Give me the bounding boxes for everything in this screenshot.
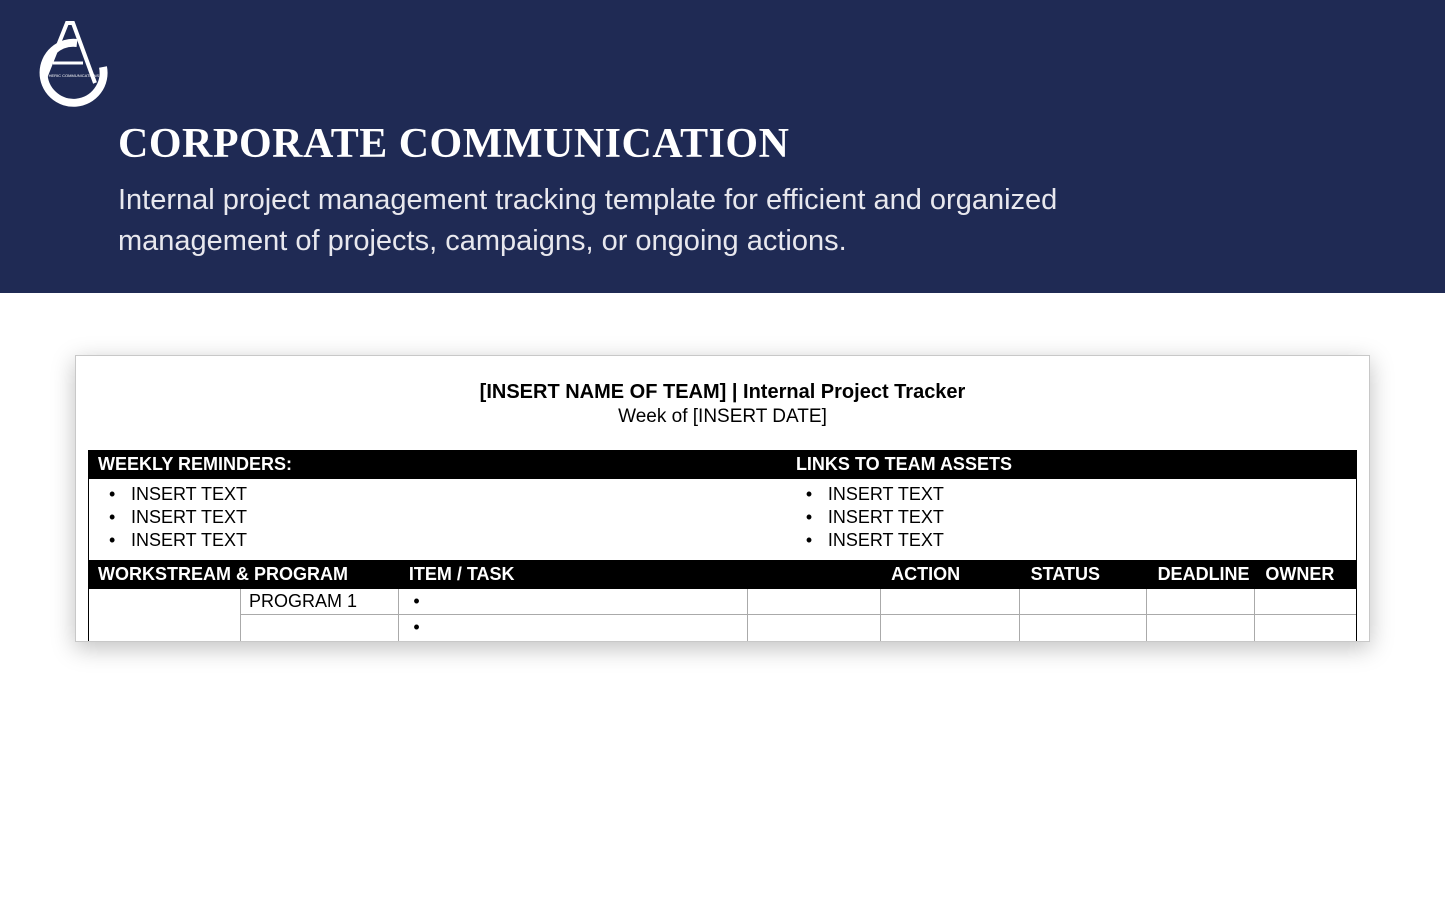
cell-spacer: [748, 589, 881, 615]
cell-action: [881, 615, 1020, 641]
section-header-bar: WEEKLY REMINDERS: LINKS TO TEAM ASSETS: [88, 450, 1357, 479]
col-item: ITEM / TASK: [399, 560, 748, 589]
col-deadline: DEADLINE: [1148, 560, 1256, 589]
brand-logo: AETHERIC COMMUNICATIONS: [25, 15, 115, 115]
col-spacer: [748, 560, 881, 589]
cell-workstream: [89, 589, 241, 615]
cell-action: [881, 589, 1020, 615]
list-item: INSERT TEXT: [99, 529, 776, 552]
list-item: INSERT TEXT: [796, 529, 1346, 552]
document-area: [INSERT NAME OF TEAM] | Internal Project…: [0, 293, 1445, 642]
reminders-header: WEEKLY REMINDERS:: [88, 450, 786, 479]
document-subtitle: Week of [INSERT DATE]: [88, 406, 1357, 428]
cell-workstream: [89, 615, 241, 641]
list-item: INSERT TEXT: [99, 506, 776, 529]
cell-status: [1020, 615, 1147, 641]
assets-list: INSERT TEXT INSERT TEXT INSERT TEXT: [796, 483, 1346, 552]
table-row: [89, 615, 1356, 641]
col-status: STATUS: [1021, 560, 1148, 589]
table-row: PROGRAM 1: [89, 589, 1356, 615]
cell-item: [399, 589, 747, 615]
page-subtitle: Internal project management tracking tem…: [118, 180, 1218, 261]
cell-deadline: [1147, 589, 1255, 615]
cell-owner: [1255, 589, 1356, 615]
list-item: INSERT TEXT: [99, 483, 776, 506]
col-owner: OWNER: [1255, 560, 1357, 589]
assets-header: LINKS TO TEAM ASSETS: [786, 450, 1357, 479]
list-item: INSERT TEXT: [796, 483, 1346, 506]
table-body: PROGRAM 1: [88, 589, 1357, 641]
list-item: INSERT TEXT: [796, 506, 1346, 529]
cell-status: [1020, 589, 1147, 615]
document-card: [INSERT NAME OF TEAM] | Internal Project…: [75, 355, 1370, 642]
document-title: [INSERT NAME OF TEAM] | Internal Project…: [88, 381, 1357, 404]
header-band: AETHERIC COMMUNICATIONS CORPORATE COMMUN…: [0, 0, 1445, 293]
logo-tagline: AETHERIC COMMUNICATIONS: [41, 73, 100, 78]
cell-deadline: [1147, 615, 1255, 641]
cell-program: [241, 615, 399, 641]
col-workstream: WORKSTREAM & PROGRAM: [88, 560, 399, 589]
table-header-bar: WORKSTREAM & PROGRAM ITEM / TASK ACTION …: [88, 560, 1357, 589]
cell-program: PROGRAM 1: [241, 589, 399, 615]
page-title: CORPORATE COMMUNICATION: [118, 120, 1445, 168]
cell-item: [399, 615, 747, 641]
cell-spacer: [748, 615, 881, 641]
reminders-list: INSERT TEXT INSERT TEXT INSERT TEXT: [99, 483, 776, 552]
cell-owner: [1255, 615, 1356, 641]
reminders-assets-row: INSERT TEXT INSERT TEXT INSERT TEXT INSE…: [88, 479, 1357, 560]
col-action: ACTION: [881, 560, 1021, 589]
